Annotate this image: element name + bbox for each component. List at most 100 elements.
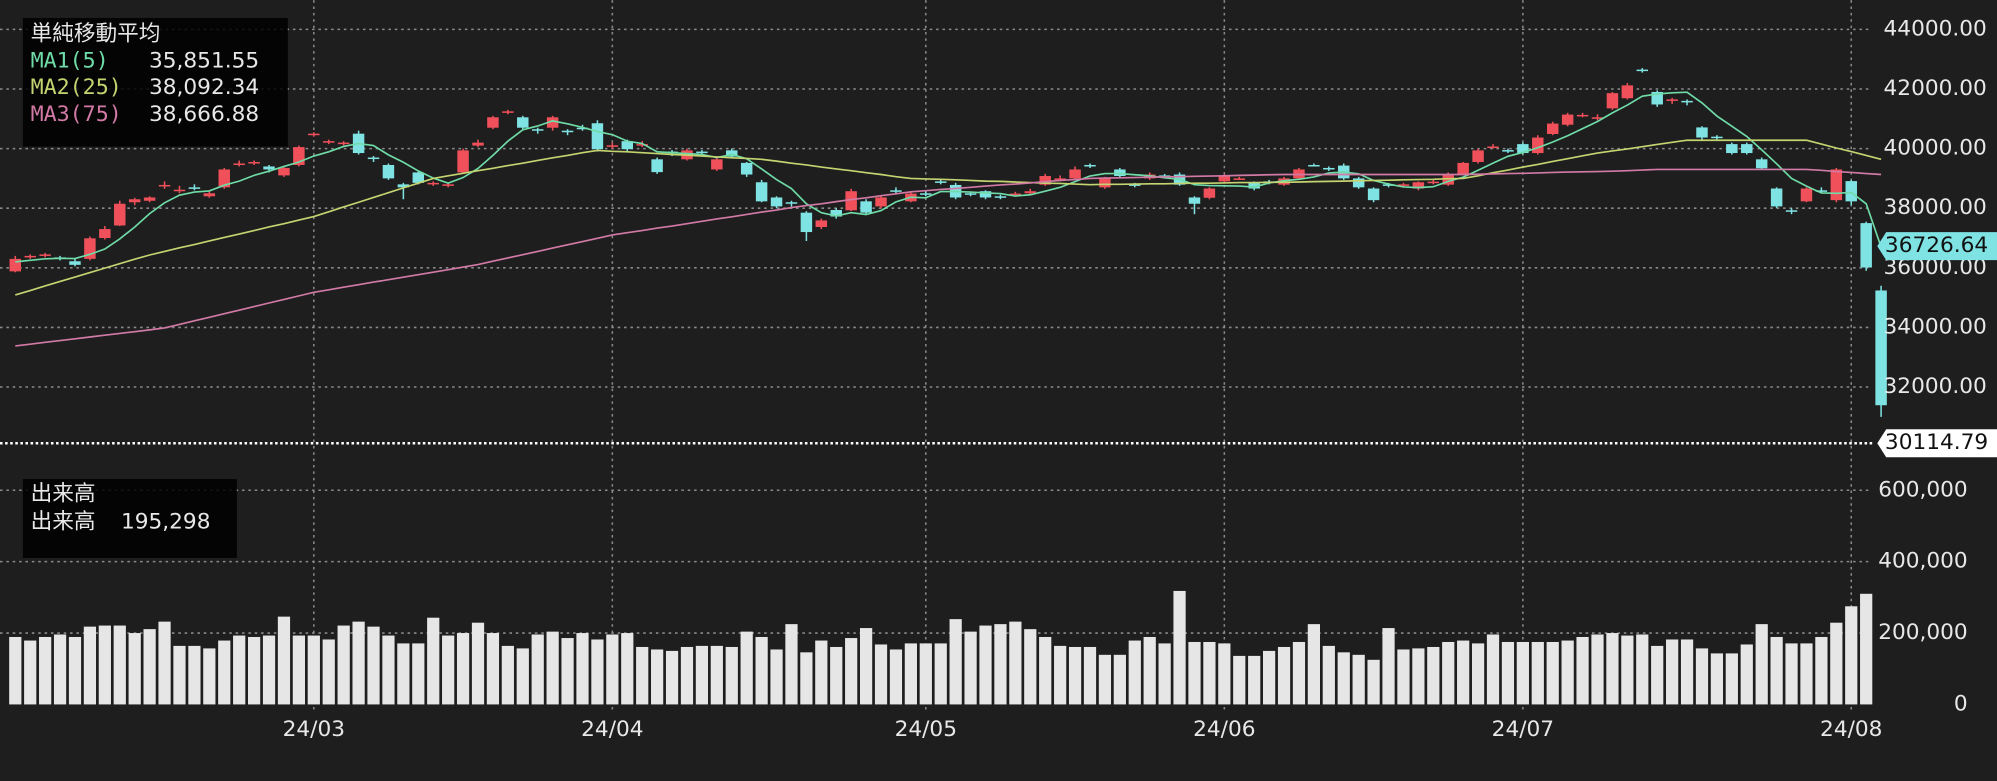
x-tick-label: 24/07 <box>1492 717 1554 742</box>
volume-bar <box>1486 634 1500 705</box>
legend-name: MA1(5) <box>31 48 109 73</box>
candle-body <box>1591 117 1604 119</box>
candle-body <box>1711 136 1723 139</box>
candle-body <box>1561 114 1574 125</box>
volume-bar <box>143 629 156 705</box>
candle-body <box>964 193 977 195</box>
candle-body <box>248 161 260 164</box>
volume-bar <box>1636 634 1649 705</box>
volume-bar <box>1292 641 1306 705</box>
volume-bar <box>262 635 276 705</box>
candle-body <box>293 147 305 165</box>
volume-bar <box>1143 636 1156 705</box>
candle-body <box>1248 182 1260 189</box>
candle-body <box>39 254 51 256</box>
volume-bar <box>1039 636 1052 705</box>
candle-body <box>1532 137 1544 154</box>
volume-bar <box>1651 645 1664 705</box>
volume-bar <box>621 633 634 705</box>
candle-body <box>1681 100 1693 103</box>
candle-body <box>457 150 469 173</box>
candle-body <box>770 197 783 207</box>
candle-body <box>173 189 186 192</box>
candle-body <box>1845 181 1857 202</box>
volume-bar <box>606 634 619 705</box>
volume-bar <box>1024 629 1037 705</box>
volume-bar <box>1173 590 1186 705</box>
volume-bar <box>1263 650 1276 705</box>
candle-body <box>1308 164 1320 167</box>
volume-bar <box>1710 653 1724 705</box>
volume-bar <box>113 625 126 705</box>
volume-bar <box>889 649 903 705</box>
ma-line <box>15 139 1882 296</box>
volume-bar <box>128 633 141 705</box>
candle-body <box>1114 169 1126 177</box>
volume-bar <box>1337 652 1350 705</box>
volume-bar <box>1054 645 1067 705</box>
legend-name: MA2(25) <box>31 75 122 100</box>
volume-bar <box>1068 646 1082 705</box>
volume-bar <box>83 626 97 705</box>
volume-legend-value: 195,298 <box>121 509 210 534</box>
candle-body <box>308 133 320 136</box>
volume-bar <box>1188 641 1201 705</box>
candle-body <box>1009 193 1022 196</box>
candle-body <box>1517 144 1529 154</box>
volume-bar <box>1501 641 1515 705</box>
volume-bar <box>98 625 111 705</box>
volume-bar <box>24 640 37 705</box>
volume-tick-label: 400,000 <box>1878 549 1968 574</box>
volume-bar <box>1561 640 1574 705</box>
volume-bar <box>979 625 992 705</box>
volume-bar <box>1516 641 1529 705</box>
candle-body <box>502 111 514 113</box>
candle-body <box>591 123 604 150</box>
volume-bar <box>710 645 723 705</box>
candle-body <box>1382 184 1395 186</box>
candle-body <box>1442 174 1454 185</box>
candle-body <box>263 166 275 170</box>
volume-bar <box>53 634 67 705</box>
candle-body <box>815 220 828 227</box>
volume-tick-label: 0 <box>1954 691 1968 716</box>
volume-bar <box>412 643 425 705</box>
candle-body <box>128 199 141 203</box>
volume-bar <box>994 624 1007 705</box>
candle-body <box>233 163 245 166</box>
volume-bar <box>531 634 544 705</box>
volume-bar <box>397 643 410 705</box>
candle-body <box>323 141 335 143</box>
candle-body <box>1188 197 1201 204</box>
candle-body <box>1367 188 1380 201</box>
candle-body <box>158 184 171 187</box>
candle-body <box>1726 144 1738 154</box>
candle-body <box>1800 188 1813 202</box>
volume-bar <box>1098 654 1112 705</box>
volume-bar <box>1740 644 1753 705</box>
candle-body <box>337 142 350 145</box>
candle-body <box>1546 123 1559 134</box>
candle-body <box>1815 190 1828 192</box>
price-marker-label: 36726.64 <box>1885 233 1988 258</box>
candle-body <box>1427 181 1440 184</box>
candle-body <box>576 127 589 130</box>
legend-value: 38,092.34 <box>149 75 259 100</box>
candle-body <box>726 150 738 157</box>
candle-body <box>1875 290 1887 406</box>
volume-bar <box>1800 643 1813 705</box>
volume-bar <box>1352 654 1365 705</box>
candle-body <box>203 193 216 197</box>
candle-body <box>1696 127 1708 138</box>
x-tick-label: 24/08 <box>1820 717 1882 742</box>
candle-body <box>1785 210 1798 212</box>
candle-body <box>427 182 439 185</box>
volume-bar <box>1770 636 1783 705</box>
candle-body <box>561 130 574 133</box>
volume-bar <box>815 640 828 705</box>
volume-bar <box>1203 641 1216 705</box>
volume-tick-label: 600,000 <box>1878 477 1968 502</box>
volume-bar <box>1815 636 1828 705</box>
volume-bar <box>576 633 589 705</box>
